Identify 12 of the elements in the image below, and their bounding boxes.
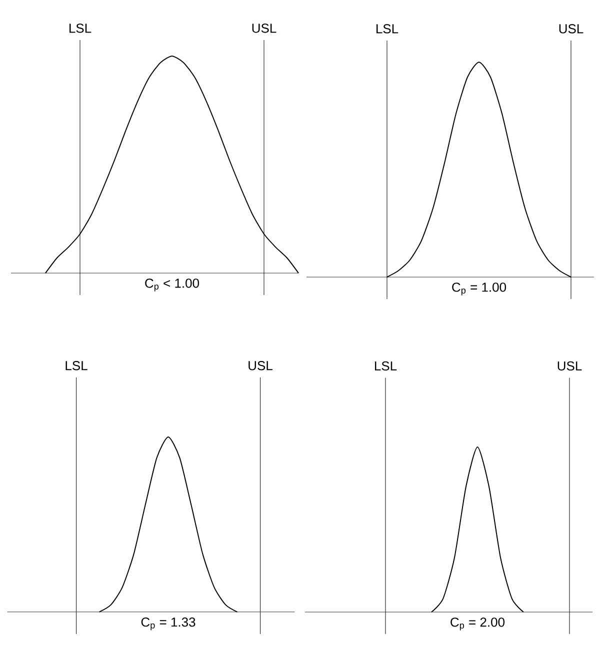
text: USL bbox=[558, 361, 582, 371]
x-axis-title: C$_{p}$ = 2.00 bbox=[450, 618, 505, 630]
text: LSL bbox=[70, 24, 92, 33]
text: USL bbox=[252, 24, 276, 33]
x-axis-title: C$_{p}$ < 1.00 bbox=[145, 278, 200, 292]
text: LSL bbox=[374, 361, 397, 371]
text: USL bbox=[248, 361, 272, 370]
text: USL bbox=[559, 24, 584, 34]
x-axis-title: C$_{p}$ = 1.33 bbox=[141, 617, 196, 630]
text: LSL bbox=[66, 361, 88, 370]
x-axis-title: C$_{p}$ = 1.00 bbox=[452, 282, 506, 296]
text: LSL bbox=[376, 24, 398, 34]
